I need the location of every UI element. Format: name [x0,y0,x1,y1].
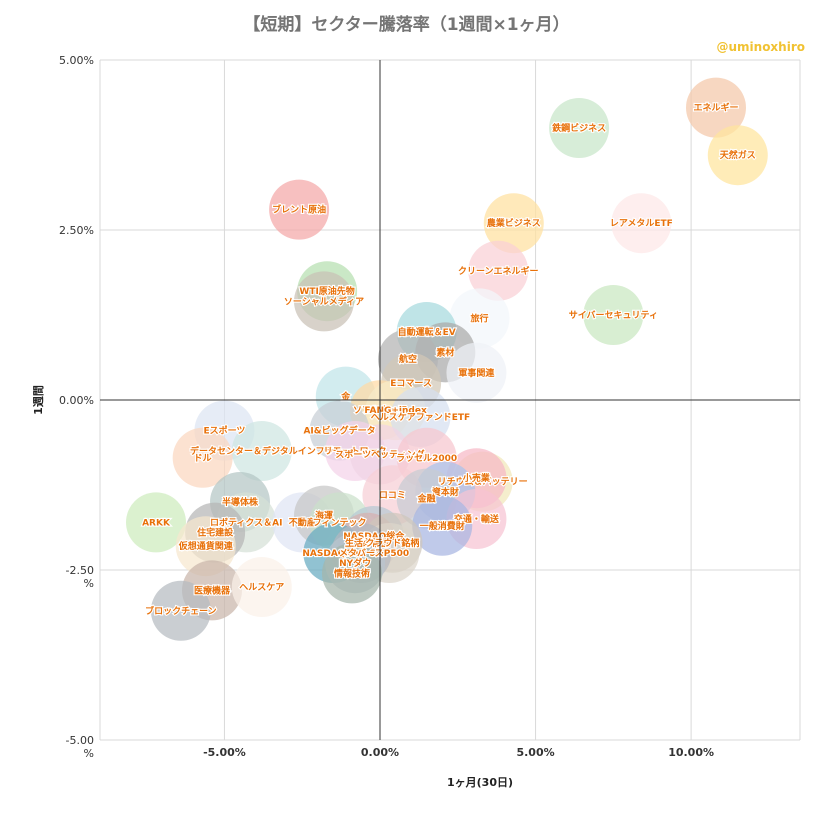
grid-lines [99,59,801,741]
bubble[interactable] [294,271,354,332]
bubble[interactable] [231,557,292,617]
bubble[interactable] [446,342,507,403]
bubble-series [126,77,768,641]
chart-title: 【短期】セクター騰落率（1週間×1ヶ月） [243,15,570,35]
x-tick-label: -5.00% [203,746,246,759]
bubble-label: 鉄鋼ビジネス [552,122,606,134]
x-axis-title: 1ヶ月(30日) [447,776,513,789]
bubble-label: リチウム＆バッテリー [438,477,528,488]
x-tick-label: 10.00% [668,746,714,759]
bubble-label: 金 [340,391,351,403]
bubble-label: FANG+index [364,406,427,416]
bubble[interactable] [322,543,382,604]
bubble-label: S&P500 [369,549,409,559]
bubble-label: 半導体株 [222,496,259,508]
bubble-label: メタバース [339,547,384,559]
x-tick-label: 0.00% [361,746,399,759]
bubble[interactable] [231,421,292,481]
bubble-label: ロコミ [379,490,406,501]
bubble-label: ドル [194,453,212,464]
bubble-label: ブレント原油 [272,204,326,216]
y-tick-label: 0.00% [59,394,94,407]
bubble-label: クラウド銘柄 [365,537,419,549]
bubble-label: サイバーセキュリティ [569,310,658,321]
author-credit: @uminoxhiro [716,40,805,54]
bubble[interactable] [412,495,473,556]
bubble-label: 仮想通貨関連 [178,540,234,552]
bubble-label: ARKK [142,518,171,528]
bubble-label: 素材 [436,346,454,358]
bubble-label: ロボティクス＆AI [210,516,283,528]
bubble[interactable] [483,193,544,254]
bubble[interactable] [583,285,644,345]
bubble-label: 軍事関連 [458,367,495,379]
axes: -5.00% 0.00% 5.00% 10.00% 5.00% 2.50% 0.00% -2.… [31,54,800,789]
bubble-label: NYダウ [339,557,371,569]
bubble-label: 交通・輸送 [454,513,500,525]
bubble[interactable] [172,427,233,488]
bubble-label: 生活必需品 [345,537,390,549]
bubble-label: WTI原油先物 [299,285,354,297]
bubble-label: 旅行 [471,312,489,324]
bubble-label: 天然ガス [720,149,756,161]
bubble-label: 住宅建設 [197,527,234,539]
bubble-label: エネルギー [693,102,738,114]
bubble-label: NASDAQ100 [302,549,364,559]
bubble-label: リモートワーク [324,446,387,457]
bubble-label: レアメタルETF [610,217,673,229]
bubble[interactable] [150,580,211,641]
bubble[interactable] [175,516,236,577]
bubble-label: 農業ビジネス [487,217,541,229]
x-tick-label: 5.00% [516,746,554,759]
bubble-label: データセンター＆デジタルインフラ [190,445,334,457]
bubble-label: 一般消費財 [420,520,465,532]
y-tick-label: -2.50% [66,564,94,590]
bubble[interactable] [549,98,610,158]
bubble-label: ソーシャルメディア [284,295,364,307]
bubble-label: ヘルスケア [239,582,284,593]
bubble[interactable] [468,240,529,301]
bubble[interactable] [269,179,330,240]
bubble-label: クリーンエネルギー [458,265,539,277]
y-tick-label: 5.00% [59,54,94,67]
bubble-label: 情報技術 [333,567,370,579]
bubble-label: 航空 [399,353,417,365]
bubble-label: 自動運転＆EV [398,326,456,338]
bubble-label: 金融 [417,493,436,505]
bubble-label: ブロックチェーン [145,605,217,617]
bubble[interactable] [707,125,768,186]
bubble-label: フィンテック [313,517,367,528]
bubble[interactable] [686,77,746,138]
bubble-label: ヘルスケアファンドETF [371,412,470,423]
bubble-label: Eスポーツ [203,425,245,437]
bubble-label: AI&ビッグデータ [303,425,375,437]
y-tick-label: 2.50% [59,224,94,237]
bubble-label: ラッセル2000 [396,453,457,464]
y-tick-label: -5.00% [66,734,94,760]
bubble-label: NASDAQ総合 [343,530,405,542]
bubble-label: 海運 [315,510,333,522]
bubble-label: 小売業 [462,472,491,484]
bubble[interactable] [611,193,672,254]
bubble-label: 不動産 [289,516,316,528]
y-axis-title: 1週間 [31,385,45,415]
bubble-label: Eコマース [390,378,432,389]
bubble-label: 資本財 [432,486,459,498]
bubble-label: 医療機器 [194,584,231,596]
bubble[interactable] [126,492,186,553]
